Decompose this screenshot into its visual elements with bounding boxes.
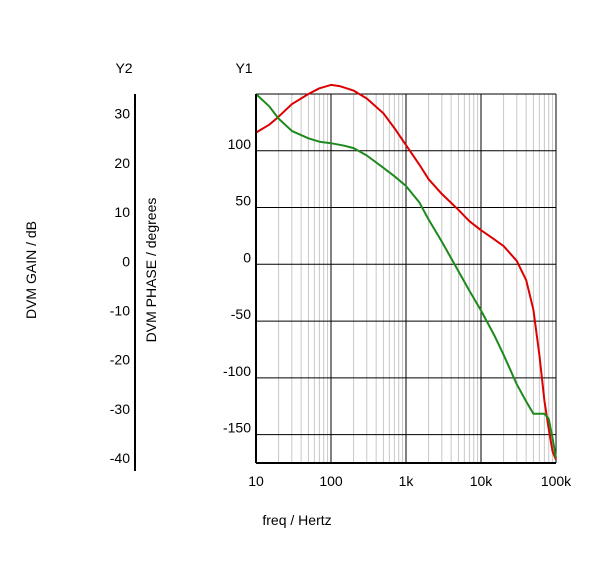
y2-tick-label: 30 [114, 106, 130, 122]
y2-tick-label: -20 [110, 352, 130, 368]
axes: 10 100 1k 10k 100k100500-50-100-1503020100-1… [110, 94, 572, 489]
y1-tick-label: -150 [223, 420, 251, 436]
series-line-2 [255, 93, 557, 459]
x-tick-label: 10 [248, 473, 264, 489]
y2-tick-label: -10 [110, 302, 130, 318]
x-tick-label: 10k [470, 473, 494, 489]
y1-tick-label: 50 [235, 193, 251, 209]
y1-axis-title: Y1 [235, 60, 252, 76]
y2-axis-label: DVM GAIN / dB [23, 221, 39, 319]
axis-labels: Y2 Y1 freq / Hertz DVM GAIN / dB DVM PHA… [23, 60, 332, 528]
y2-tick-label: 0 [122, 253, 130, 269]
x-tick-label: 100k [541, 473, 572, 489]
x-tick-label: 1k [399, 473, 415, 489]
x-tick-label: 100 [319, 473, 343, 489]
y2-axis-title: Y2 [115, 60, 132, 76]
y1-tick-label: 0 [243, 249, 251, 265]
x-axis-label: freq / Hertz [262, 512, 331, 528]
y2-tick-label: 20 [114, 155, 130, 171]
y2-tick-label: 10 [114, 204, 130, 220]
y1-tick-label: -100 [223, 363, 251, 379]
series-line-1 [255, 83, 557, 460]
y2-tick-label: -30 [110, 401, 130, 417]
y1-axis-label: DVM PHASE / degrees [143, 198, 159, 343]
y2-tick-label: -40 [110, 450, 130, 466]
plot-grid [255, 93, 557, 463]
series-layer [255, 83, 557, 460]
y1-tick-label: 100 [228, 136, 252, 152]
y1-tick-label: -50 [231, 306, 251, 322]
